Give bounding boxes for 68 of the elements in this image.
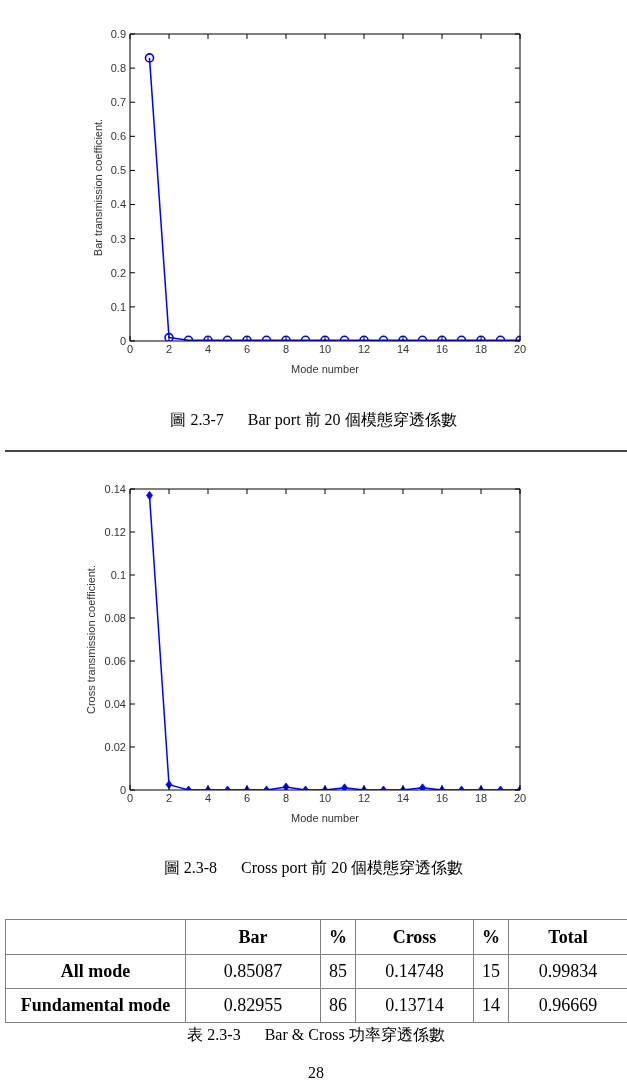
x-tick-label: 6 [243, 791, 251, 804]
point [419, 783, 426, 790]
point [144, 53, 155, 63]
data-label: 0.14748 [355, 954, 474, 989]
x-tick-label: Total [508, 919, 627, 955]
x-tick-label: 12 [357, 791, 371, 804]
x-tick-label: 16 [435, 342, 449, 355]
y-tick-label: 0.04 [104, 697, 126, 710]
data-label: 0.99834 [508, 954, 627, 989]
text: 28 [307, 1063, 325, 1081]
y-tick-label: Fundamental mode [5, 988, 186, 1023]
y-tick-label: 0.08 [104, 611, 126, 624]
x-tick-label: 14 [396, 791, 410, 804]
x-tick-label: 2 [165, 342, 173, 355]
x-tick-label: 18 [474, 791, 488, 804]
y-tick-label: 0.06 [104, 654, 126, 667]
caption: 圖 2.3-8 Cross port 前 20 個模態穿透係數 [162, 858, 465, 879]
x-tick-label: 2 [165, 791, 173, 804]
y-tick-label: 0.1 [110, 568, 126, 581]
data-label: 0.85087 [185, 954, 321, 989]
y-tick-label: 0.1 [110, 300, 126, 313]
y-tick-label: 0.3 [110, 232, 126, 245]
y-tick-label: 0.9 [110, 27, 126, 40]
y-tick-label: 0.14 [104, 482, 126, 495]
y-tick-label: 0.4 [110, 198, 126, 211]
data-label: 86 [320, 988, 356, 1023]
x-tick-label: 4 [204, 791, 212, 804]
x-tick-label: 10 [318, 791, 332, 804]
x-tick-label: 8 [282, 342, 290, 355]
x-tick-label: 12 [357, 342, 371, 355]
point [341, 783, 348, 790]
x-tick-label: Cross [355, 919, 474, 955]
data-label: 14 [473, 988, 509, 1023]
y-tick-label: 0.2 [110, 266, 126, 279]
data-label: 85 [320, 954, 356, 989]
text: 表 2.3-3 Bar & Cross 功率穿透係數 [186, 1025, 446, 1045]
y-tick-label: 0 [119, 334, 126, 347]
x-tick-label: 14 [396, 342, 410, 355]
y-tick-label: 0.8 [110, 61, 126, 74]
y-tick-label: 0 [119, 783, 126, 796]
x-tick-label: Bar [185, 919, 321, 955]
point [146, 491, 153, 500]
y-axis-title: Cross transmission coefficient. [84, 565, 97, 714]
x-tick-label: 4 [204, 342, 212, 355]
y-axis-title: Bar transmission coefficient. [91, 118, 104, 257]
x-tick-label: 18 [474, 342, 488, 355]
y-tick-label: 0.7 [110, 96, 126, 109]
x-tick-label: 20 [513, 791, 527, 804]
x-axis-title: Mode number [291, 812, 360, 824]
data-label: 0.13714 [355, 988, 474, 1023]
y-tick-label: 0.5 [110, 164, 126, 177]
x-tick-label: 8 [282, 791, 290, 804]
caption: 圖 2.3-7 Bar port 前 20 個模態穿透係數 [169, 410, 458, 431]
point [164, 332, 174, 341]
x-tick-label: 10 [318, 342, 332, 355]
x-tick-label: % [473, 919, 509, 955]
data-label: 0.82955 [185, 988, 321, 1023]
data-label: 0.96669 [508, 988, 627, 1023]
y-tick-label: 0.6 [110, 130, 126, 143]
x-tick-label: % [320, 919, 356, 955]
y-tick-label: 0.12 [104, 525, 126, 538]
x-tick-label: 20 [513, 342, 527, 355]
y-tick-label: 0.02 [104, 740, 126, 753]
x-tick-label: 6 [243, 342, 251, 355]
y-tick-label: All mode [5, 954, 186, 989]
x-tick-label: 16 [435, 791, 449, 804]
data-label: 15 [473, 954, 509, 989]
x-axis-title: Mode number [291, 363, 360, 375]
